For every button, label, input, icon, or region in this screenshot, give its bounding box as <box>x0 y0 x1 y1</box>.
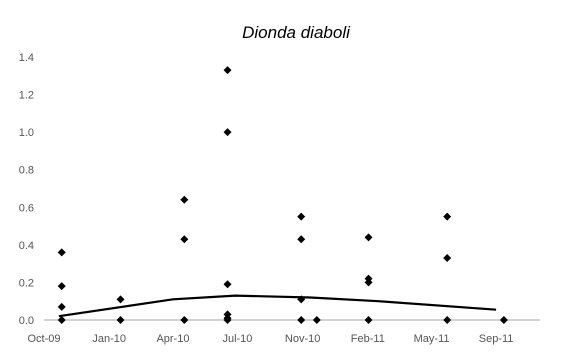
data-point <box>312 316 321 324</box>
y-axis-ticks: 0.0 0.2 0.4 0.6 0.8 1.0 1.2 1.4 <box>19 52 34 327</box>
data-point <box>364 278 373 287</box>
y-tick-label: 1.2 <box>19 90 34 102</box>
data-point <box>443 316 452 324</box>
data-point <box>443 254 452 263</box>
data-point <box>297 316 306 324</box>
data-point <box>297 212 306 221</box>
data-points-layer <box>57 66 508 324</box>
x-tick-label: Feb-11 <box>351 333 385 345</box>
chart-title: Dionda diaboli <box>242 23 351 42</box>
x-tick-label: Oct-09 <box>27 333 60 345</box>
y-tick-label: 0.6 <box>19 202 34 214</box>
data-point <box>116 295 125 304</box>
trend-line-layer <box>58 294 497 318</box>
data-point <box>499 316 508 324</box>
trend-line <box>58 294 497 318</box>
data-point <box>116 316 125 324</box>
data-point <box>57 248 66 257</box>
data-point <box>223 128 232 137</box>
data-point <box>223 66 232 75</box>
data-point <box>180 195 189 204</box>
data-point <box>57 316 66 324</box>
data-point <box>180 235 189 244</box>
data-point <box>57 282 66 291</box>
x-tick-label: Nov-10 <box>285 333 320 345</box>
x-tick-label: Jul-10 <box>222 333 252 345</box>
y-tick-label: 0.8 <box>19 165 34 177</box>
data-point <box>297 295 306 304</box>
y-tick-label: 1.0 <box>19 127 34 139</box>
data-point <box>364 316 373 324</box>
y-tick-label: 0.2 <box>19 277 34 289</box>
y-tick-label: 0.0 <box>19 315 34 327</box>
x-tick-label: Apr-10 <box>156 333 189 345</box>
data-point <box>443 212 452 221</box>
data-point <box>57 302 66 311</box>
y-tick-label: 1.4 <box>19 52 34 64</box>
x-axis-ticks: Oct-09 Jan-10 Apr-10 Jul-10 Nov-10 Feb-11 May-… <box>27 333 513 345</box>
data-point <box>223 316 232 324</box>
x-tick-label: Sep-11 <box>479 333 514 345</box>
data-point <box>364 233 373 242</box>
y-tick-label: 0.4 <box>19 240 34 252</box>
x-tick-label: Jan-10 <box>92 333 126 345</box>
data-point <box>180 316 189 324</box>
x-tick-label: May-11 <box>414 333 450 345</box>
data-point <box>223 280 232 289</box>
data-point <box>297 235 306 244</box>
